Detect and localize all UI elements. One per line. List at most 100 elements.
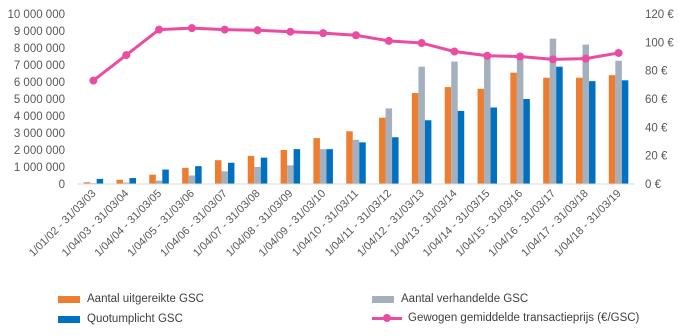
bar-aantal-verhandelde-gsc [516, 56, 524, 184]
bar-quotumplicht-gsc [326, 149, 333, 184]
bar-aantal-uitgereikte-gsc [444, 87, 452, 184]
y-left-tick-label: 1 000 000 [14, 162, 65, 174]
price-point [155, 25, 164, 34]
bar-aantal-verhandelde-gsc [352, 139, 360, 184]
price-point [187, 24, 196, 33]
legend-item-issued: Aantal uitgereikte GSC [58, 293, 204, 305]
y-left-tick-label: 9 000 000 [14, 26, 65, 38]
y-left-tick-label: 5 000 000 [14, 94, 65, 106]
bar-aantal-uitgereikte-gsc [379, 117, 386, 184]
bar-quotumplicht-gsc [457, 110, 465, 184]
bar-quotumplicht-gsc [96, 178, 104, 184]
legend-swatch-price [372, 313, 402, 323]
bar-aantal-uitgereikte-gsc [510, 72, 517, 184]
price-point [384, 36, 393, 45]
bar-aantal-uitgereikte-gsc [149, 174, 156, 184]
legend-label-quota: Quotumplicht GSC [87, 313, 183, 325]
y-left-tick-label: 10 000 000 [7, 9, 65, 21]
y-left-tick-label: 7 000 000 [14, 60, 65, 72]
legend-label-traded: Aantal verhandelde GSC [401, 293, 529, 305]
price-point [319, 29, 328, 38]
y-left-tick-label: 6 000 000 [14, 77, 65, 89]
bar-quotumplicht-gsc [293, 149, 301, 184]
y-right-tick-label: 120 € [645, 9, 674, 21]
legend-item-price: Gewogen gemiddelde transactieprijs (€/GS… [372, 312, 639, 324]
y-right-tick-label: 100 € [645, 37, 674, 49]
y-left-tick-label: 4 000 000 [14, 111, 65, 123]
bar-quotumplicht-gsc [162, 169, 169, 184]
legend-swatch-quota [58, 315, 80, 323]
y-right-tick-label: 40 € [645, 122, 668, 134]
bar-aantal-verhandelde-gsc [188, 175, 196, 184]
bar-aantal-uitgereikte-gsc [543, 77, 550, 184]
price-point [581, 54, 590, 63]
bar-aantal-verhandelde-gsc [287, 165, 294, 184]
bar-quotumplicht-gsc [523, 99, 530, 184]
bar-aantal-uitgereikte-gsc [116, 179, 123, 184]
bar-aantal-verhandelde-gsc [122, 182, 130, 184]
bar-quotumplicht-gsc [490, 107, 498, 184]
y-left-tick-label: 0 [59, 179, 65, 191]
bar-quotumplicht-gsc [260, 157, 268, 184]
legend-item-quota: Quotumplicht GSC [58, 313, 183, 325]
bar-aantal-uitgereikte-gsc [83, 182, 91, 184]
price-point [253, 26, 262, 35]
price-point [122, 51, 131, 60]
bar-aantal-uitgereikte-gsc [247, 155, 255, 184]
price-point [220, 25, 229, 34]
y-right-tick-label: 20 € [645, 151, 668, 163]
bar-aantal-uitgereikte-gsc [608, 75, 616, 184]
bar-quotumplicht-gsc [129, 178, 136, 184]
bar-aantal-uitgereikte-gsc [214, 160, 222, 184]
legend-label-price: Gewogen gemiddelde transactieprijs (€/GS… [408, 312, 640, 324]
bar-aantal-verhandelde-gsc [549, 38, 557, 185]
price-point [548, 55, 557, 64]
price-point [450, 47, 459, 56]
bar-quotumplicht-gsc [424, 120, 432, 184]
price-point [89, 76, 98, 85]
price-point [516, 52, 525, 61]
bar-aantal-verhandelde-gsc [254, 167, 261, 184]
bar-aantal-verhandelde-gsc [615, 60, 622, 184]
legend: Aantal uitgereikte GSC Aantal verhandeld… [0, 288, 679, 331]
legend-label-issued: Aantal uitgereikte GSC [87, 293, 204, 305]
bar-quotumplicht-gsc [392, 137, 399, 184]
bar-quotumplicht-gsc [359, 142, 366, 184]
price-point [483, 51, 492, 60]
bar-aantal-verhandelde-gsc [451, 61, 458, 184]
bar-aantal-uitgereikte-gsc [576, 77, 583, 184]
y-left-tick-label: 8 000 000 [14, 43, 65, 55]
bar-quotumplicht-gsc [195, 166, 202, 184]
legend-swatch-issued [58, 295, 80, 303]
bar-aantal-verhandelde-gsc [385, 108, 393, 184]
bar-quotumplicht-gsc [227, 162, 235, 184]
y-left-tick-label: 2 000 000 [14, 145, 65, 157]
bar-aantal-verhandelde-gsc [484, 56, 491, 184]
y-right-tick-label: 80 € [645, 66, 668, 78]
price-point [286, 27, 295, 36]
bar-aantal-verhandelde-gsc [221, 171, 228, 184]
price-point [417, 39, 426, 48]
price-point [614, 48, 623, 57]
legend-swatch-traded [372, 295, 394, 303]
bar-aantal-uitgereikte-gsc [280, 150, 288, 184]
bar-aantal-uitgereikte-gsc [477, 88, 485, 184]
bar-quotumplicht-gsc [589, 81, 596, 184]
bar-aantal-verhandelde-gsc [319, 149, 327, 184]
bar-aantal-uitgereikte-gsc [346, 131, 353, 184]
bar-quotumplicht-gsc [621, 80, 629, 184]
y-left-tick-label: 3 000 000 [14, 128, 65, 140]
bar-aantal-uitgereikte-gsc [182, 167, 189, 184]
bar-quotumplicht-gsc [556, 66, 563, 184]
y-right-tick-label: 0 € [645, 179, 662, 191]
y-right-tick-label: 60 € [645, 94, 668, 106]
legend-item-traded: Aantal verhandelde GSC [372, 293, 528, 305]
bar-aantal-uitgereikte-gsc [411, 93, 419, 184]
bar-aantal-uitgereikte-gsc [313, 138, 320, 184]
bar-aantal-verhandelde-gsc [155, 180, 163, 184]
bar-aantal-verhandelde-gsc [418, 66, 425, 184]
price-point [352, 31, 360, 40]
bar-aantal-verhandelde-gsc [582, 44, 590, 184]
